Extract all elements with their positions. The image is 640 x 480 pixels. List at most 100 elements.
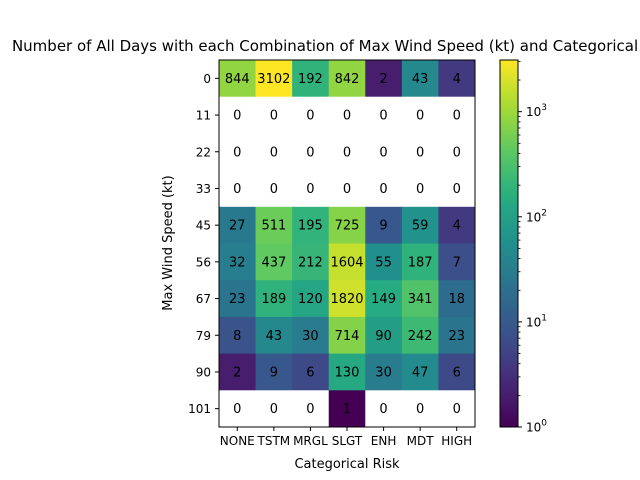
heatmap-cell bbox=[365, 243, 403, 281]
heatmap-cell bbox=[365, 206, 403, 244]
cell-value-label: 9 bbox=[379, 219, 387, 234]
cell-value-label: 0 bbox=[453, 109, 461, 124]
cell-value-label: 0 bbox=[416, 109, 424, 124]
heatmap-cell bbox=[438, 243, 476, 281]
cell-value-label: 149 bbox=[371, 292, 396, 307]
cell-value-label: 0 bbox=[306, 109, 314, 124]
cell-value-label: 0 bbox=[306, 182, 314, 197]
y-tick-label: 67 bbox=[196, 292, 211, 306]
cell-value-label: 4 bbox=[453, 219, 461, 234]
heatmap-cell bbox=[219, 133, 256, 171]
heatmap-cell bbox=[255, 170, 293, 208]
heatmap-cell bbox=[401, 353, 439, 391]
heatmap-cell bbox=[401, 60, 439, 98]
heatmap-cell bbox=[255, 60, 293, 98]
cell-value-label: 3102 bbox=[257, 72, 290, 87]
heatmap-cell bbox=[292, 243, 330, 281]
y-tick-label: 79 bbox=[196, 329, 211, 343]
heatmap-cell bbox=[438, 390, 476, 428]
heatmap-cell bbox=[438, 316, 476, 354]
cell-value-label: 0 bbox=[233, 402, 241, 417]
cell-value-label: 0 bbox=[270, 402, 278, 417]
cell-value-label: 6 bbox=[453, 365, 461, 380]
heatmap-cell bbox=[438, 170, 476, 208]
heatmap-cell bbox=[292, 170, 330, 208]
heatmap-cell bbox=[365, 390, 403, 428]
heatmap-cell bbox=[255, 206, 293, 244]
cell-value-label: 59 bbox=[412, 219, 429, 234]
heatmap-cell bbox=[365, 353, 403, 391]
x-axis-label: Categorical Risk bbox=[294, 457, 400, 472]
cell-value-label: 341 bbox=[408, 292, 433, 307]
heatmap-cell bbox=[328, 316, 366, 354]
heatmap-cell bbox=[292, 206, 330, 244]
heatmap-cell bbox=[438, 60, 476, 98]
heatmap-cell bbox=[401, 390, 439, 428]
cell-value-label: 0 bbox=[453, 402, 461, 417]
y-tick-label: 101 bbox=[188, 402, 211, 416]
x-tick-label: TSTM bbox=[257, 434, 291, 448]
heatmap-cell bbox=[292, 60, 330, 98]
heatmap-cell bbox=[401, 133, 439, 171]
heatmap-cell bbox=[365, 316, 403, 354]
cell-value-label: 1604 bbox=[330, 255, 363, 270]
heatmap-cell bbox=[255, 133, 293, 171]
heatmap-cell bbox=[292, 353, 330, 391]
heatmap-cell bbox=[438, 96, 476, 134]
cell-value-label: 0 bbox=[233, 145, 241, 160]
cell-value-label: 23 bbox=[448, 329, 465, 344]
heatmap-cell bbox=[328, 133, 366, 171]
cell-value-label: 844 bbox=[225, 72, 250, 87]
cell-value-label: 842 bbox=[335, 72, 360, 87]
heatmap-cell bbox=[438, 280, 476, 318]
x-tick-label: SLGT bbox=[332, 434, 363, 448]
heatmap-cell bbox=[255, 390, 293, 428]
cell-value-label: 0 bbox=[379, 145, 387, 160]
heatmap-cell bbox=[219, 170, 256, 208]
heatmap-cell bbox=[219, 206, 256, 244]
y-tick-label: 45 bbox=[196, 219, 211, 233]
cell-value-label: 0 bbox=[306, 145, 314, 160]
heatmap-cell bbox=[255, 316, 293, 354]
heatmap-cell bbox=[255, 96, 293, 134]
heatmap-cell bbox=[401, 243, 439, 281]
cell-value-label: 0 bbox=[306, 402, 314, 417]
heatmap-cell bbox=[255, 243, 293, 281]
cell-value-label: 30 bbox=[375, 365, 392, 380]
cell-value-label: 0 bbox=[453, 182, 461, 197]
cell-value-label: 0 bbox=[233, 182, 241, 197]
cell-value-label: 0 bbox=[343, 182, 351, 197]
y-axis-label: Max Wind Speed (kt) bbox=[161, 175, 176, 310]
heatmap-cell bbox=[401, 170, 439, 208]
heatmap-cell bbox=[292, 133, 330, 171]
cell-value-label: 27 bbox=[229, 219, 246, 234]
cell-value-label: 511 bbox=[261, 219, 286, 234]
cell-value-label: 7 bbox=[453, 255, 461, 270]
x-tick-label: HIGH bbox=[441, 434, 472, 448]
x-tick-label: MDT bbox=[407, 434, 435, 448]
heatmap-cell bbox=[219, 390, 256, 428]
cell-value-label: 0 bbox=[379, 182, 387, 197]
heatmap-cell bbox=[328, 60, 366, 98]
heatmap-cell bbox=[219, 316, 256, 354]
x-tick-label: NONE bbox=[220, 434, 255, 448]
colorbar-tick-label: 102 bbox=[526, 208, 547, 224]
cell-value-label: 0 bbox=[233, 109, 241, 124]
cell-value-label: 242 bbox=[408, 329, 433, 344]
cell-value-label: 0 bbox=[379, 402, 387, 417]
heatmap-cells bbox=[219, 60, 476, 428]
heatmap-cell bbox=[292, 390, 330, 428]
cell-value-label: 189 bbox=[261, 292, 286, 307]
cell-value-label: 1 bbox=[343, 402, 351, 417]
heatmap-cell bbox=[365, 133, 403, 171]
heatmap-cell bbox=[401, 316, 439, 354]
cell-value-label: 1820 bbox=[330, 292, 363, 307]
y-tick-label: 0 bbox=[203, 72, 211, 86]
cell-value-label: 0 bbox=[453, 145, 461, 160]
cell-value-label: 32 bbox=[229, 255, 246, 270]
y-tick-label: 90 bbox=[196, 365, 211, 379]
heatmap-cell bbox=[292, 280, 330, 318]
cell-value-label: 0 bbox=[270, 145, 278, 160]
cell-value-label: 47 bbox=[412, 365, 429, 380]
